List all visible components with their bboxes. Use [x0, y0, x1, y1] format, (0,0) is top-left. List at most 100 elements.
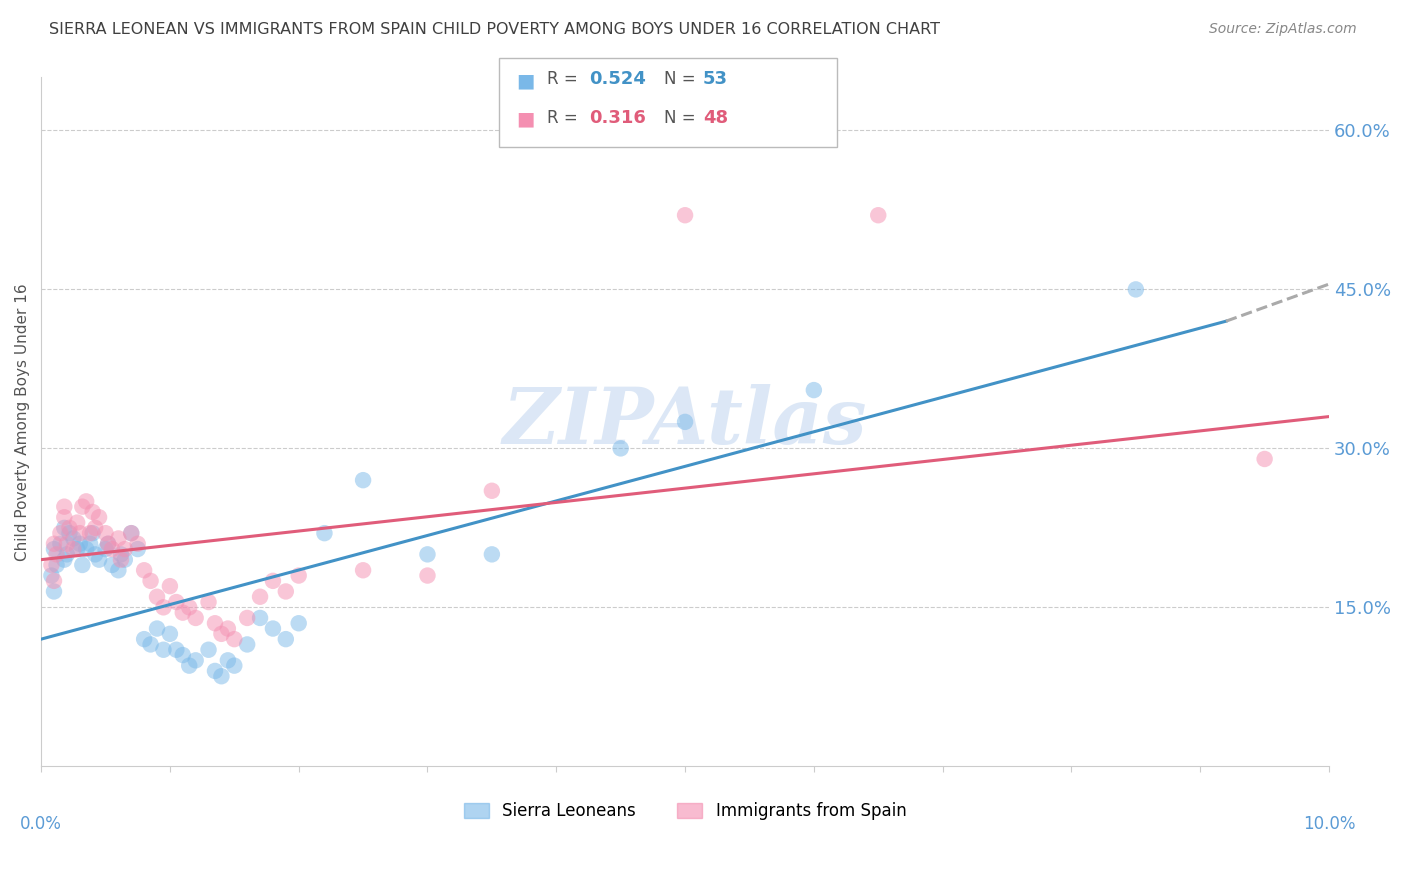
- Point: [868, 208, 890, 222]
- Point: [42, 542, 65, 557]
- Point: [127, 542, 149, 557]
- Text: Source: ZipAtlas.com: Source: ZipAtlas.com: [1209, 22, 1357, 37]
- Point: [66, 516, 89, 530]
- Point: [58, 521, 80, 535]
- Point: [134, 632, 156, 647]
- Point: [352, 563, 374, 577]
- Point: [274, 584, 297, 599]
- Point: [101, 558, 124, 572]
- Point: [152, 600, 174, 615]
- Point: [53, 510, 76, 524]
- Point: [262, 574, 284, 588]
- Text: 0.524: 0.524: [589, 70, 645, 88]
- Point: [209, 669, 232, 683]
- Point: [236, 637, 259, 651]
- Point: [84, 521, 107, 535]
- Point: [72, 500, 94, 514]
- Point: [49, 537, 72, 551]
- Text: 48: 48: [703, 109, 728, 127]
- Point: [110, 547, 132, 561]
- Point: [114, 552, 136, 566]
- Point: [82, 526, 104, 541]
- Point: [224, 632, 246, 647]
- Point: [146, 622, 169, 636]
- Point: [75, 542, 97, 557]
- Point: [673, 415, 696, 429]
- Point: [165, 642, 187, 657]
- Text: 10.0%: 10.0%: [1303, 814, 1355, 832]
- Point: [673, 208, 696, 222]
- Point: [159, 579, 181, 593]
- Point: [197, 595, 219, 609]
- Text: 0.0%: 0.0%: [20, 814, 62, 832]
- Point: [107, 563, 129, 577]
- Point: [172, 648, 194, 662]
- Point: [287, 568, 309, 582]
- Text: SIERRA LEONEAN VS IMMIGRANTS FROM SPAIN CHILD POVERTY AMONG BOYS UNDER 16 CORREL: SIERRA LEONEAN VS IMMIGRANTS FROM SPAIN …: [49, 22, 941, 37]
- Point: [224, 658, 246, 673]
- Point: [42, 584, 65, 599]
- Text: R =: R =: [547, 70, 583, 88]
- Point: [249, 590, 271, 604]
- Point: [56, 547, 79, 561]
- Point: [209, 627, 232, 641]
- Point: [179, 658, 201, 673]
- Y-axis label: Child Poverty Among Boys Under 16: Child Poverty Among Boys Under 16: [15, 283, 30, 561]
- Point: [101, 542, 124, 557]
- Point: [69, 537, 91, 551]
- Point: [97, 537, 120, 551]
- Point: [58, 526, 80, 541]
- Point: [66, 542, 89, 557]
- Point: [803, 383, 825, 397]
- Text: ■: ■: [516, 71, 534, 90]
- Point: [56, 537, 79, 551]
- Point: [139, 574, 162, 588]
- Point: [107, 532, 129, 546]
- Point: [49, 526, 72, 541]
- Point: [53, 521, 76, 535]
- Point: [45, 547, 67, 561]
- Point: [120, 526, 142, 541]
- Point: [1125, 282, 1147, 296]
- Point: [72, 558, 94, 572]
- Point: [114, 542, 136, 557]
- Point: [314, 526, 336, 541]
- Point: [184, 611, 207, 625]
- Legend: Sierra Leoneans, Immigrants from Spain: Sierra Leoneans, Immigrants from Spain: [457, 796, 912, 827]
- Text: R =: R =: [547, 109, 583, 127]
- Point: [416, 568, 439, 582]
- Point: [75, 494, 97, 508]
- Point: [159, 627, 181, 641]
- Point: [609, 442, 631, 456]
- Point: [41, 568, 63, 582]
- Point: [274, 632, 297, 647]
- Point: [62, 532, 84, 546]
- Point: [262, 622, 284, 636]
- Point: [249, 611, 271, 625]
- Point: [134, 563, 156, 577]
- Point: [82, 505, 104, 519]
- Point: [352, 473, 374, 487]
- Text: ZIPAtlas: ZIPAtlas: [503, 384, 868, 460]
- Point: [204, 616, 226, 631]
- Text: N =: N =: [664, 109, 700, 127]
- Point: [87, 510, 110, 524]
- Point: [87, 552, 110, 566]
- Point: [94, 542, 117, 557]
- Point: [120, 526, 142, 541]
- Point: [53, 552, 76, 566]
- Point: [79, 526, 101, 541]
- Point: [127, 537, 149, 551]
- Point: [79, 537, 101, 551]
- Point: [42, 574, 65, 588]
- Point: [481, 547, 503, 561]
- Point: [481, 483, 503, 498]
- Point: [184, 653, 207, 667]
- Point: [110, 552, 132, 566]
- Text: N =: N =: [664, 70, 700, 88]
- Point: [42, 537, 65, 551]
- Point: [53, 500, 76, 514]
- Point: [287, 616, 309, 631]
- Point: [165, 595, 187, 609]
- Point: [172, 606, 194, 620]
